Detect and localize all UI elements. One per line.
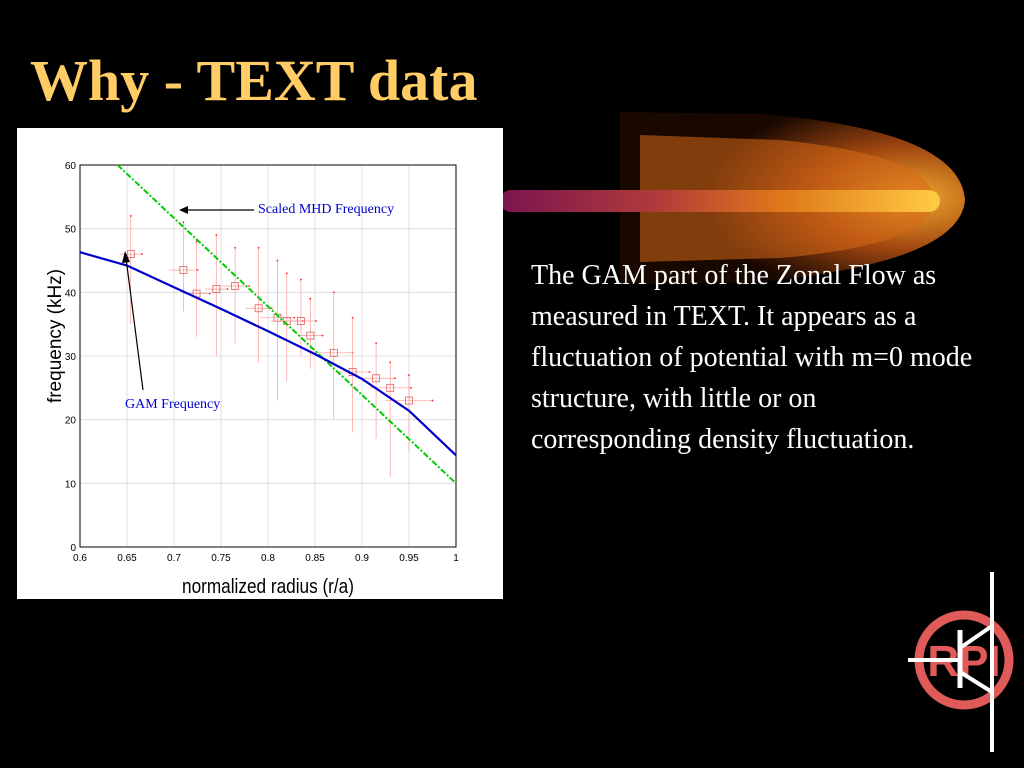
error-bar-cap xyxy=(270,307,273,310)
annotation-gam-arrowhead xyxy=(122,251,130,263)
x-tick-label: 0.6 xyxy=(73,553,87,564)
data-point-marker xyxy=(372,374,381,383)
data-point-marker xyxy=(231,282,240,290)
error-bar-cap xyxy=(409,386,412,389)
y-tick-label: 20 xyxy=(65,416,77,427)
error-bar-cap xyxy=(309,297,312,300)
error-bar-cap xyxy=(351,316,354,319)
error-bar-cap xyxy=(293,316,296,319)
error-bar-cap xyxy=(129,215,132,217)
error-bar-cap xyxy=(389,361,392,364)
y-tick-label: 50 xyxy=(65,225,77,236)
error-bar-cap xyxy=(368,371,371,373)
x-tick-label: 1 xyxy=(453,553,459,564)
x-tick-label: 0.75 xyxy=(211,553,231,564)
data-point-marker xyxy=(126,250,135,259)
annotation-mhd-arrowhead xyxy=(179,206,188,214)
frequency-chart: 0.6 0.65 0.7 0.75 0.8 0.85 0.9 0.95 101020304050… xyxy=(45,161,459,598)
error-bar-cap xyxy=(226,288,229,291)
error-bar-cap xyxy=(332,291,335,294)
decorative-swoosh xyxy=(500,112,965,284)
error-bar-cap xyxy=(248,285,251,287)
x-axis-label: normalized radius (r/a) xyxy=(182,575,354,598)
data-point-marker xyxy=(212,285,221,294)
data-point-marker xyxy=(179,266,188,274)
y-tick-label: 10 xyxy=(65,479,77,490)
y-tick-label: 30 xyxy=(65,352,77,363)
chart-panel: 0.6 0.65 0.7 0.75 0.8 0.85 0.9 0.95 1 0 10 20 30 40 50… xyxy=(17,128,503,599)
y-tick-label: 40 xyxy=(65,288,77,299)
error-bar-cap xyxy=(315,320,317,322)
error-bar-cap xyxy=(375,342,377,345)
error-bar-cap xyxy=(257,246,260,249)
data-point-marker xyxy=(405,396,413,405)
y-tick-label: 0 xyxy=(70,543,76,554)
data-point-marker xyxy=(306,331,315,340)
x-tick-label: 0.8 xyxy=(261,553,275,564)
x-tick-label: 0.85 xyxy=(305,553,325,564)
slide-title: Why - TEXT data xyxy=(30,48,478,113)
y-axis-label: frequency (kHz) xyxy=(45,269,66,403)
error-bar-cap xyxy=(321,334,324,337)
annotation-gam-arrow xyxy=(125,257,144,391)
error-bar-cap xyxy=(215,234,218,236)
series-line-mhd xyxy=(116,164,457,485)
error-bar-cap xyxy=(431,399,434,402)
error-bar-cap xyxy=(285,272,288,275)
annotation-gam-label: GAM Frequency xyxy=(125,397,220,412)
error-bar-cap xyxy=(182,221,185,224)
plot-frame xyxy=(79,164,457,548)
error-bar-cap xyxy=(208,292,211,295)
series-line-gam xyxy=(79,251,457,457)
error-bar-cap xyxy=(234,246,237,249)
data-point-marker xyxy=(329,348,338,357)
x-tick-label: 0.65 xyxy=(117,553,137,564)
error-bar-cap xyxy=(276,259,279,262)
error-bar-cap xyxy=(141,253,143,256)
x-tick-label: 0.9 xyxy=(355,553,369,564)
slide-body-text: The GAM part of the Zonal Flow as measur… xyxy=(531,260,973,455)
error-bar-cap xyxy=(408,374,410,376)
error-bar-cap xyxy=(394,377,396,380)
error-bar-cap xyxy=(300,278,302,281)
data-point-marker xyxy=(254,304,263,313)
x-tick-label: 0.95 xyxy=(399,553,419,564)
x-tick-label: 0.7 xyxy=(167,553,181,564)
data-point-marker xyxy=(296,317,305,325)
error-bar-cap xyxy=(196,269,199,271)
rpi-logo: RPI xyxy=(908,572,1014,752)
data-point-marker xyxy=(386,383,395,392)
y-tick-label: 60 xyxy=(65,161,77,172)
annotation-mhd-label: Scaled MHD Frequency xyxy=(258,202,394,217)
